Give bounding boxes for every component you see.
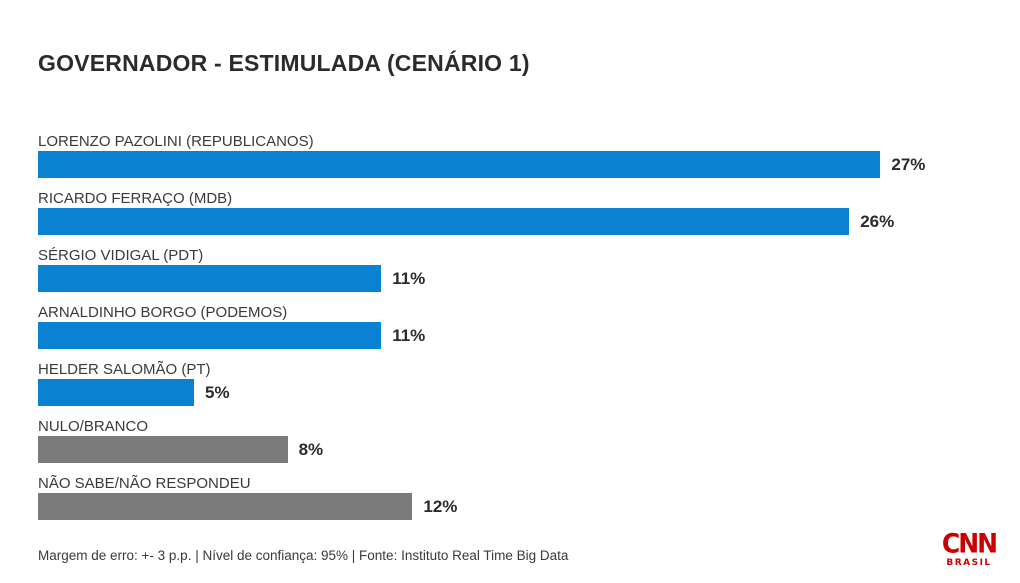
bar-line: 5% [38,379,982,406]
bar-label: HELDER SALOMÃO (PT) [38,361,211,378]
cnn-logo-text: CNN [941,528,998,559]
bar [38,436,288,463]
bar-row: SÉRGIO VIDIGAL (PDT) 11% [38,246,982,303]
bar [38,493,413,520]
bar-chart: LORENZO PAZOLINI (REPUBLICANOS) 27% RICA… [38,132,982,531]
bar-value: 26% [860,211,895,231]
bar-line: 27% [38,151,982,178]
bar-row: HELDER SALOMÃO (PT) 5% [38,360,982,417]
bar-value: 27% [891,154,926,174]
bar-value: 11% [392,268,426,288]
bar-line: 26% [38,208,982,235]
bar [38,322,382,349]
bar-line: 11% [38,322,982,349]
bar-label: ARNALDINHO BORGO (PODEMOS) [38,304,288,321]
bar-row: RICARDO FERRAÇO (MDB) 26% [38,189,982,246]
bar [38,151,881,178]
bar-row: ARNALDINHO BORGO (PODEMOS) 11% [38,303,982,360]
chart-title: GOVERNADOR - ESTIMULADA (CENÁRIO 1) [38,50,530,76]
bar [38,208,850,235]
bar-label: LORENZO PAZOLINI (REPUBLICANOS) [38,133,314,150]
bar-label: RICARDO FERRAÇO (MDB) [38,190,233,207]
bar-value: 11% [392,325,426,345]
cnn-brasil-logo: CNN BRASIL [940,528,998,568]
bar-row: NULO/BRANCO 8% [38,417,982,474]
bar-row: NÃO SABE/NÃO RESPONDEU 12% [38,474,982,531]
bar-value: 12% [423,496,458,516]
bar-line: 8% [38,436,982,463]
bar [38,379,194,406]
bar-row: LORENZO PAZOLINI (REPUBLICANOS) 27% [38,132,982,189]
bar-label: NÃO SABE/NÃO RESPONDEU [38,475,251,492]
bar-line: 11% [38,265,982,292]
bar-value: 5% [205,382,230,402]
bar-label: NULO/BRANCO [38,418,149,435]
bar-line: 12% [38,493,982,520]
bar [38,265,382,292]
methodology-footnote: Margem de erro: +- 3 p.p. | Nível de con… [38,548,569,563]
brasil-logo-text: BRASIL [946,558,992,568]
bar-value: 8% [298,439,324,459]
bar-label: SÉRGIO VIDIGAL (PDT) [38,247,204,264]
